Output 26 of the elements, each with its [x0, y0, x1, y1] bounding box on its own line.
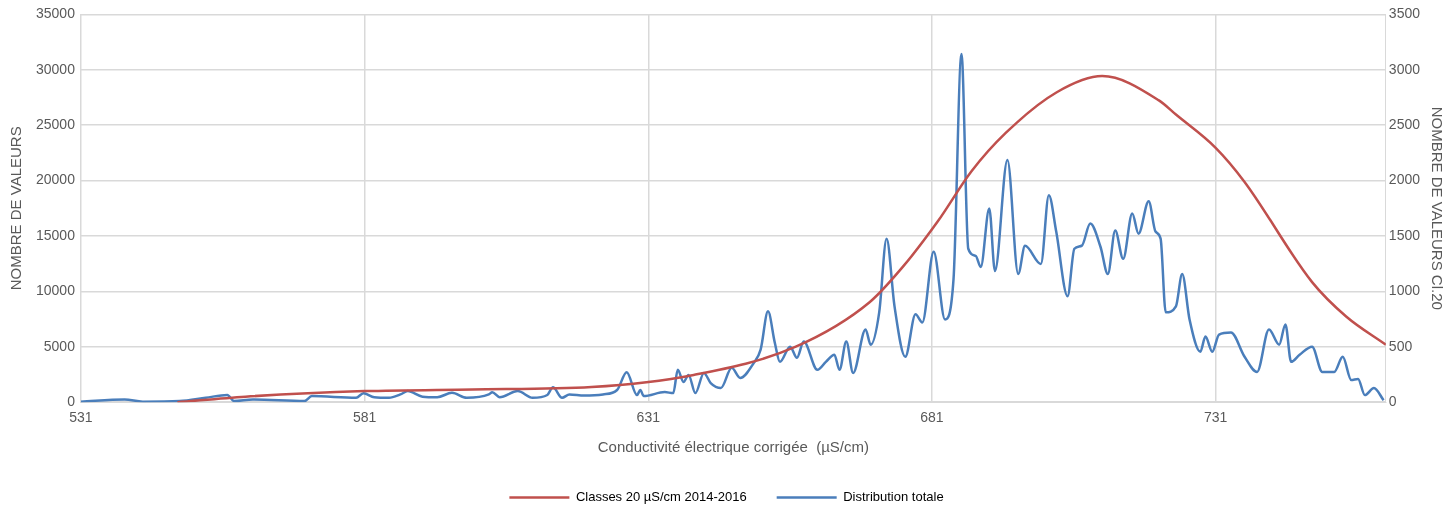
x-axis-title: Conductivité électrique corrigée (µS/cm)	[597, 438, 870, 456]
y-tick-label: 25000	[35, 116, 76, 133]
y-tick-label: 10000	[35, 282, 76, 299]
legend-label: Classes 20 µS/cm 2014-2016	[575, 489, 747, 505]
x-tick-label: 531	[69, 409, 93, 426]
y2-tick-label: 1500	[1388, 226, 1421, 243]
y2-tick-label: 0	[1388, 393, 1397, 410]
y2-tick-label: 2000	[1388, 171, 1421, 188]
y-tick-label: 20000	[35, 171, 76, 188]
y-axis-title: NOMBRE DE VALEURS	[7, 126, 25, 291]
y-tick-label: 0	[67, 393, 76, 410]
x-tick-label: 681	[920, 409, 944, 426]
x-tick-label: 581	[352, 409, 377, 426]
y-tick-label: 30000	[35, 60, 76, 77]
y-tick-label: 15000	[35, 226, 76, 243]
x-tick-label: 631	[636, 409, 661, 426]
y2-tick-label: 3000	[1388, 60, 1421, 77]
y2-tick-label: 2500	[1388, 116, 1421, 133]
y2-tick-label: 500	[1388, 337, 1413, 354]
y2-axis-title: NOMBRE DE VALEURS Cl.20	[1428, 106, 1446, 310]
y-tick-label: 5000	[43, 337, 76, 354]
x-tick-label: 731	[1203, 409, 1228, 426]
y-tick-label: 35000	[35, 5, 76, 22]
y2-tick-label: 1000	[1388, 282, 1421, 299]
y2-tick-label: 3500	[1388, 5, 1421, 22]
legend-label: Distribution totale	[843, 489, 944, 505]
